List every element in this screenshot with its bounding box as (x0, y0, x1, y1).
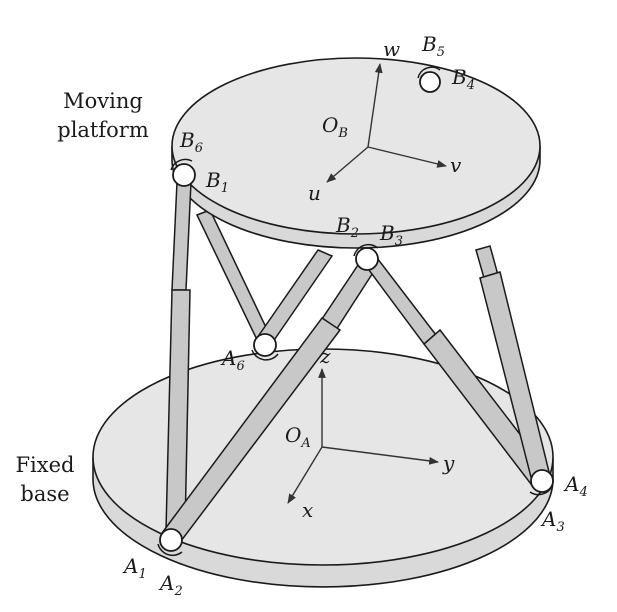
joints (159, 71, 554, 552)
joint-a3-a4 (530, 469, 554, 493)
joint-label-a4: A4 (563, 472, 588, 500)
leg-b1-a1-cylinder (165, 289, 191, 531)
leg-b1-a1-rod (171, 181, 192, 291)
moving-platform-disk (171, 57, 541, 249)
z-axis-label: z (319, 344, 331, 368)
platform-origin-label: OB (322, 113, 348, 141)
joint-arcs (157, 66, 553, 557)
y-axis-arrow (321, 446, 439, 465)
joint-label-a2: A2 (158, 571, 183, 599)
base-frame-axes (287, 368, 439, 504)
x-axis-arrow (287, 446, 323, 504)
x-axis-label: x (302, 498, 313, 522)
moving-platform-caption-line2: platform (57, 118, 149, 142)
joint-label-b6: B6 (179, 128, 203, 156)
joint-label-b4: B4 (451, 65, 475, 93)
joint-b1-b6 (172, 163, 196, 187)
joint-label-b1: B1 (205, 168, 229, 196)
leg-b2-a2-rod (318, 261, 378, 331)
platform-frame-axes (326, 63, 447, 183)
joint-label-b2: B2 (335, 213, 359, 241)
fixed-base-caption-line1: Fixed (15, 453, 74, 477)
joint-label-a1: A1 (122, 554, 147, 582)
v-axis-label: v (450, 153, 462, 177)
u-axis-label: u (308, 181, 321, 205)
moving-platform-caption-line1: Moving (63, 89, 143, 113)
joint-label-b5: B5 (421, 32, 445, 60)
u-axis-arrow (326, 146, 369, 183)
fixed-base-caption-line2: base (20, 482, 69, 506)
joint-label-a3: A3 (540, 507, 565, 535)
joint-a6 (253, 333, 277, 357)
y-axis-label: y (442, 451, 455, 475)
joint-label-a6: A6 (220, 346, 245, 374)
joint-a1-a2 (159, 528, 183, 552)
joint-b2-b3 (355, 247, 379, 271)
joint-b4-b5 (419, 71, 441, 93)
base-origin-label: OA (285, 423, 311, 451)
w-axis-arrow (367, 63, 383, 148)
w-axis-label: w (383, 37, 400, 61)
joint-label-b3: B3 (379, 221, 403, 249)
v-axis-arrow (367, 146, 447, 168)
